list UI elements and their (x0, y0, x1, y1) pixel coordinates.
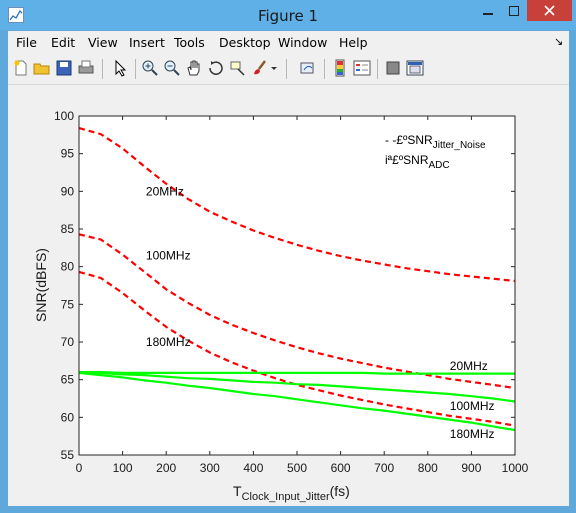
pan-icon[interactable] (185, 59, 203, 77)
toolbar-separator (135, 59, 136, 79)
x-tick-label: 700 (374, 461, 394, 475)
brush-dropdown-icon[interactable] (270, 59, 278, 77)
x-tick-label: 1000 (502, 461, 529, 475)
zoom-in-icon[interactable] (141, 59, 159, 77)
snr-adc-line-3 (79, 371, 515, 375)
data-cursor-icon[interactable] (229, 59, 247, 77)
rotate-3d-icon[interactable] (207, 59, 225, 77)
snr-adc-line-4 (78, 371, 516, 403)
y-tick-label: 80 (61, 260, 75, 274)
insert-legend-icon[interactable] (353, 59, 371, 77)
save-icon[interactable] (55, 59, 73, 77)
menu-bar: File Edit View Insert Tools Desktop Wind… (8, 31, 569, 53)
toolbar-separator (324, 59, 325, 79)
legend-entry-jitter-noise: - -£ºSNRJitter_Noise (385, 133, 486, 151)
y-tick-label: 55 (61, 448, 75, 462)
menu-insert[interactable]: Insert (129, 35, 165, 50)
close-button[interactable] (527, 0, 572, 21)
y-tick-label: 90 (61, 184, 75, 198)
hide-plot-tools-icon[interactable] (384, 59, 402, 77)
y-tick-label: 95 (61, 147, 75, 161)
snr-adc-line-5 (78, 371, 516, 432)
x-tick-label: 400 (243, 461, 263, 475)
x-tick-label: 200 (156, 461, 176, 475)
x-axis-label: TClock_Input_Jitter(fs) (233, 483, 350, 503)
y-tick-label: 85 (61, 222, 75, 236)
pointer-icon[interactable] (111, 59, 129, 77)
x-tick-label: 900 (461, 461, 481, 475)
close-icon (544, 5, 555, 16)
menu-window[interactable]: Window (278, 35, 328, 50)
x-tick-label: 300 (200, 461, 220, 475)
link-plot-icon[interactable] (299, 59, 317, 77)
frequency-annotation: 20MHz (146, 184, 184, 198)
new-figure-icon[interactable] (12, 59, 30, 77)
y-tick-label: 65 (61, 373, 75, 387)
x-tick-label: 100 (113, 461, 133, 475)
toolbar-separator (377, 59, 378, 79)
x-tick-label: 0 (76, 461, 83, 475)
menu-help[interactable]: Help (339, 35, 368, 50)
print-icon[interactable] (77, 59, 95, 77)
title-bar[interactable]: Figure 1 (0, 0, 576, 30)
window-title: Figure 1 (257, 7, 319, 25)
open-file-icon[interactable] (33, 59, 51, 77)
snr-jitter-noise-line-0 (78, 127, 516, 283)
frequency-annotation: 100MHz (450, 399, 495, 413)
y-tick-label: 70 (61, 335, 75, 349)
legend-entry-adc: iª£ºSNRADC (385, 153, 450, 171)
y-tick-label: 100 (54, 109, 74, 123)
menu-file[interactable]: File (16, 35, 37, 50)
frequency-annotation: 100MHz (146, 248, 191, 262)
matlab-figure-icon (8, 7, 24, 23)
y-axis-label: SNR(dBFS) (33, 248, 49, 322)
frequency-annotation: 20MHz (450, 359, 488, 373)
maximize-icon (509, 5, 519, 16)
y-tick-label: 75 (61, 297, 75, 311)
figure-toolbar (8, 53, 569, 85)
menu-tools[interactable]: Tools (174, 35, 205, 50)
x-tick-label: 600 (331, 461, 351, 475)
y-tick-label: 60 (61, 410, 75, 424)
frequency-annotation: 180MHz (146, 335, 191, 349)
x-tick-label: 500 (287, 461, 307, 475)
menu-desktop[interactable]: Desktop (219, 35, 271, 50)
x-tick-label: 800 (418, 461, 438, 475)
frequency-annotation: 180MHz (450, 427, 495, 441)
zoom-out-icon[interactable] (163, 59, 181, 77)
minimize-icon (482, 12, 493, 15)
show-plot-tools-icon[interactable] (406, 59, 424, 77)
menu-view[interactable]: View (88, 35, 118, 50)
menu-edit[interactable]: Edit (51, 35, 76, 50)
menu-dock-arrow-icon[interactable]: ↘ (554, 35, 564, 48)
toolbar-separator (286, 59, 287, 79)
minimize-button[interactable] (474, 0, 501, 21)
insert-colorbar-icon[interactable] (331, 59, 349, 77)
legend[interactable]: - -£ºSNRJitter_Noise iª£ºSNRADC (385, 133, 486, 171)
brush-icon[interactable] (251, 59, 269, 77)
toolbar-separator (102, 59, 103, 79)
maximize-button[interactable] (501, 0, 527, 21)
